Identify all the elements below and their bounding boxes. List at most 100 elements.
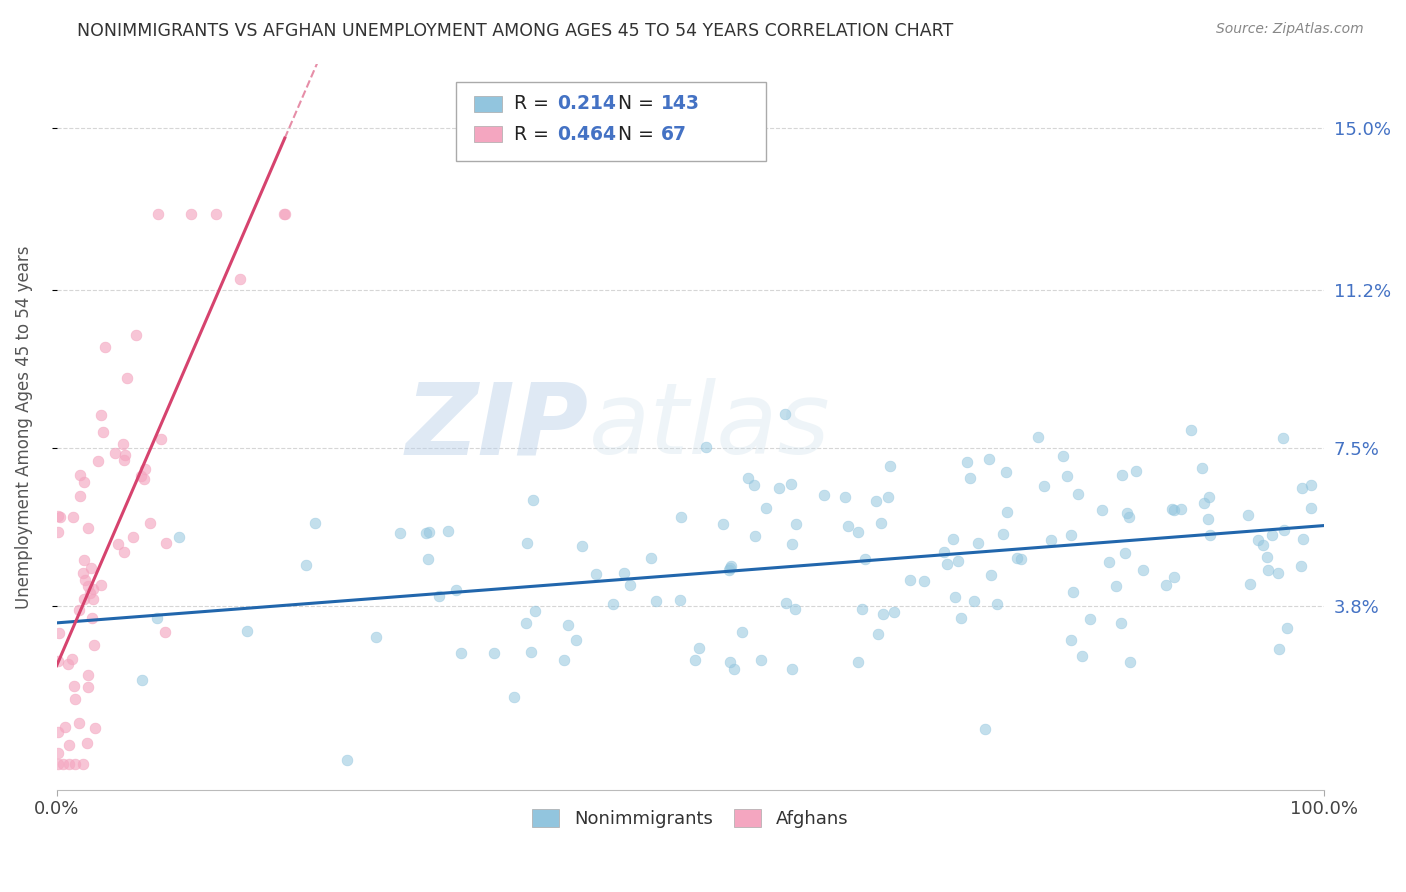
Point	[749, 652, 772, 666]
Point	[153, 625, 176, 640]
Point	[718, 655, 741, 669]
Point	[82, 611, 104, 625]
Y-axis label: Unemployment Among Ages 45 to 54 years: Unemployment Among Ages 45 to 54 years	[15, 245, 32, 608]
Point	[63, 679, 86, 693]
Point	[553, 653, 575, 667]
Point	[1026, 430, 1049, 444]
Point	[115, 371, 138, 385]
Point	[980, 567, 1002, 582]
Point	[228, 271, 250, 285]
Point	[114, 452, 136, 467]
Point	[1237, 508, 1260, 522]
Point	[869, 516, 891, 530]
Point	[837, 518, 859, 533]
Point	[73, 592, 96, 607]
Point	[134, 462, 156, 476]
Point	[1194, 496, 1216, 510]
Text: Source: ZipAtlas.com: Source: ZipAtlas.com	[1216, 22, 1364, 37]
Point	[877, 491, 900, 505]
Point	[169, 530, 191, 544]
Point	[1005, 550, 1028, 565]
Text: NONIMMIGRANTS VS AFGHAN UNEMPLOYMENT AMONG AGES 45 TO 54 YEARS CORRELATION CHART: NONIMMIGRANTS VS AFGHAN UNEMPLOYMENT AMO…	[77, 22, 953, 40]
Point	[415, 525, 437, 540]
Point	[1118, 655, 1140, 669]
Point	[72, 566, 94, 580]
Point	[1062, 584, 1084, 599]
Point	[1116, 506, 1139, 520]
Point	[851, 602, 873, 616]
Point	[516, 536, 538, 550]
Point	[1032, 479, 1054, 493]
Point	[1056, 469, 1078, 483]
Point	[56, 657, 79, 672]
Point	[77, 521, 100, 535]
Point	[1098, 555, 1121, 569]
Point	[669, 509, 692, 524]
Point	[1256, 550, 1278, 565]
Point	[77, 680, 100, 694]
Point	[522, 492, 544, 507]
Point	[1251, 538, 1274, 552]
Point	[114, 448, 136, 462]
Point	[205, 206, 228, 220]
Point	[995, 505, 1018, 519]
Point	[72, 553, 94, 567]
Point	[58, 757, 80, 772]
Text: ZIP: ZIP	[406, 378, 589, 475]
Point	[1257, 562, 1279, 576]
Point	[366, 630, 388, 644]
Point	[53, 720, 76, 734]
Point	[695, 440, 717, 454]
Point	[879, 458, 901, 473]
Point	[993, 526, 1015, 541]
Point	[427, 589, 450, 603]
Point	[155, 535, 177, 549]
Point	[73, 475, 96, 489]
Point	[737, 471, 759, 485]
Point	[935, 557, 957, 571]
Point	[730, 624, 752, 639]
Point	[122, 530, 145, 544]
Point	[107, 537, 129, 551]
Point	[755, 500, 778, 515]
FancyBboxPatch shape	[474, 96, 502, 112]
Point	[1105, 579, 1128, 593]
Point	[720, 559, 742, 574]
Point	[112, 437, 135, 451]
FancyBboxPatch shape	[474, 127, 502, 143]
Point	[898, 573, 921, 587]
Point	[180, 206, 202, 220]
Point	[138, 516, 160, 531]
Point	[1291, 481, 1313, 495]
Point	[780, 662, 803, 676]
Point	[67, 716, 90, 731]
Text: R =: R =	[515, 95, 555, 113]
Point	[502, 690, 524, 704]
Point	[773, 407, 796, 421]
Point	[103, 446, 125, 460]
Point	[1198, 490, 1220, 504]
Text: N =: N =	[619, 125, 659, 144]
Point	[82, 592, 104, 607]
Point	[942, 533, 965, 547]
Point	[94, 340, 117, 354]
Point	[72, 757, 94, 772]
Point	[67, 603, 90, 617]
FancyBboxPatch shape	[456, 82, 766, 161]
Point	[418, 524, 440, 539]
Point	[388, 525, 411, 540]
Point	[48, 525, 70, 540]
Point	[1199, 528, 1222, 542]
Point	[1272, 430, 1295, 444]
Point	[84, 722, 107, 736]
Text: R =: R =	[515, 125, 555, 144]
Point	[872, 607, 894, 621]
Point	[742, 478, 765, 492]
Point	[58, 738, 80, 752]
Point	[1067, 486, 1090, 500]
Point	[63, 691, 86, 706]
Point	[865, 494, 887, 508]
Point	[60, 651, 83, 665]
Point	[79, 586, 101, 600]
Point	[1060, 528, 1083, 542]
